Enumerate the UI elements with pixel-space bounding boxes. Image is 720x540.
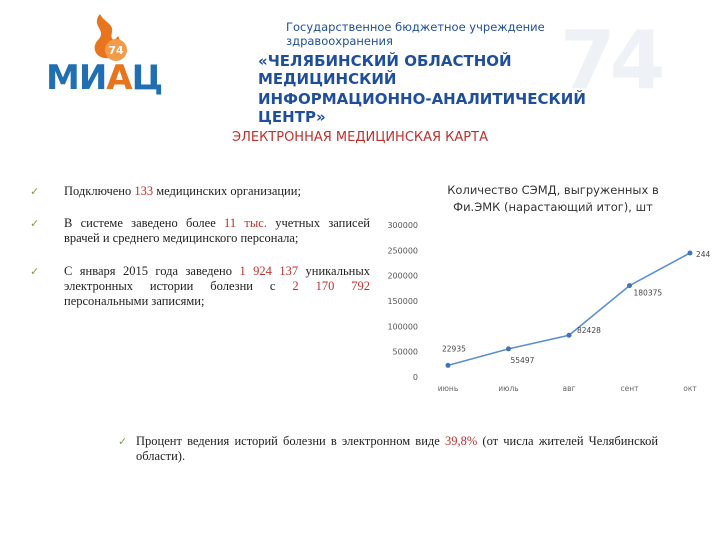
y-tick-label: 100000	[387, 322, 418, 331]
data-point	[687, 250, 693, 256]
logo-text-end: Ц	[131, 58, 164, 98]
series-line	[447, 252, 691, 367]
header-watermark: 74	[560, 14, 665, 107]
bullet-text: медицинских организации;	[153, 184, 301, 198]
checkmark-icon: ✓	[30, 185, 40, 198]
line-chart: 0 50000 100000 150000 200000 250000 300000 июн…	[387, 221, 710, 393]
bullet-highlight: 2 170 792	[292, 279, 371, 293]
bullet-text: В системе заведено более	[64, 216, 225, 230]
x-tick-label: авг	[563, 384, 576, 393]
chart-title: Количество СЭМД, выгруженных в Фи.ЭМК (н…	[418, 182, 688, 216]
org-name-line2: ИНФОРМАЦИОННО-АНАЛИТИЧЕСКИЙ ЦЕНТР»	[258, 90, 586, 126]
x-tick-label: июнь	[438, 384, 459, 393]
x-tick-label: июль	[498, 384, 518, 393]
data-label: 244739	[696, 250, 710, 259]
bullet-text: уникальных электронных истории болезни с	[64, 264, 370, 293]
bullet-text: С января 2015 года заведено	[64, 264, 240, 278]
x-tick-label: сент	[620, 384, 639, 393]
y-tick-label: 50000	[393, 348, 418, 357]
data-label: 180375	[634, 289, 663, 298]
y-tick-label: 250000	[387, 246, 418, 255]
bullet-item: ✓ В системе заведено более 11 тыс. учетн…	[30, 216, 370, 250]
y-tick-label: 200000	[387, 272, 418, 281]
x-tick-label: окт	[683, 384, 697, 393]
bullet-text: Подключено	[64, 184, 135, 198]
data-label: 55497	[511, 356, 535, 365]
bullet-text: учетных записей врачей и среднего медици…	[64, 216, 370, 245]
data-point	[566, 332, 572, 338]
y-tick-label: 0	[413, 373, 418, 382]
data-point	[627, 283, 632, 289]
chart-title-line1: Количество СЭМД, выгруженных в	[447, 183, 659, 197]
logo-text-main: МИ	[46, 58, 107, 98]
y-tick-label: 300000	[387, 221, 418, 230]
checkmark-icon: ✓	[30, 217, 40, 230]
bullet-item: ✓ Подключено 133 медицинских организации…	[30, 184, 370, 202]
y-tick-label: 150000	[387, 297, 418, 306]
data-label: 22935	[442, 344, 466, 353]
page-title: ЭЛЕКТРОННАЯ МЕДИЦИНСКАЯ КАРТА	[232, 130, 488, 145]
bullet-highlight: 39,8%	[444, 434, 478, 448]
bullet-item: ✓ С января 2015 года заведено 1 924 137 …	[30, 264, 370, 314]
chart-title-line2: Фи.ЭМК (нарастающий итог), шт	[453, 200, 653, 214]
logo: 74 МИАЦ	[38, 6, 163, 106]
logo-wordmark: МИАЦ	[46, 58, 164, 98]
data-label: 82428	[577, 326, 601, 335]
logo-text-accent: А	[106, 58, 132, 98]
checkmark-icon: ✓	[30, 265, 40, 278]
org-name-line1: «ЧЕЛЯБИНСКИЙ ОБЛАСТНОЙ МЕДИЦИНСКИЙ	[258, 52, 512, 88]
bullet-highlight: 11 тыс.	[224, 216, 267, 230]
bullet-highlight: 1 924 137	[239, 264, 299, 278]
bullet-text: Процент ведения историй болезни в электр…	[136, 434, 445, 448]
data-point	[506, 346, 511, 352]
data-point	[445, 362, 451, 368]
checkmark-icon: ✓	[118, 435, 128, 448]
organization-header: Государственное бюджетное учреждение здр…	[258, 20, 618, 126]
org-type: Государственное бюджетное учреждение здр…	[286, 20, 545, 48]
bullet-text: (от числа жителей Челябинской области).	[136, 434, 659, 463]
bullet-highlight: 133	[134, 184, 154, 198]
logo-flame-icon: 74	[94, 14, 127, 61]
logo-badge: 74	[108, 44, 124, 57]
bullet-text: персональными записями;	[64, 294, 205, 308]
